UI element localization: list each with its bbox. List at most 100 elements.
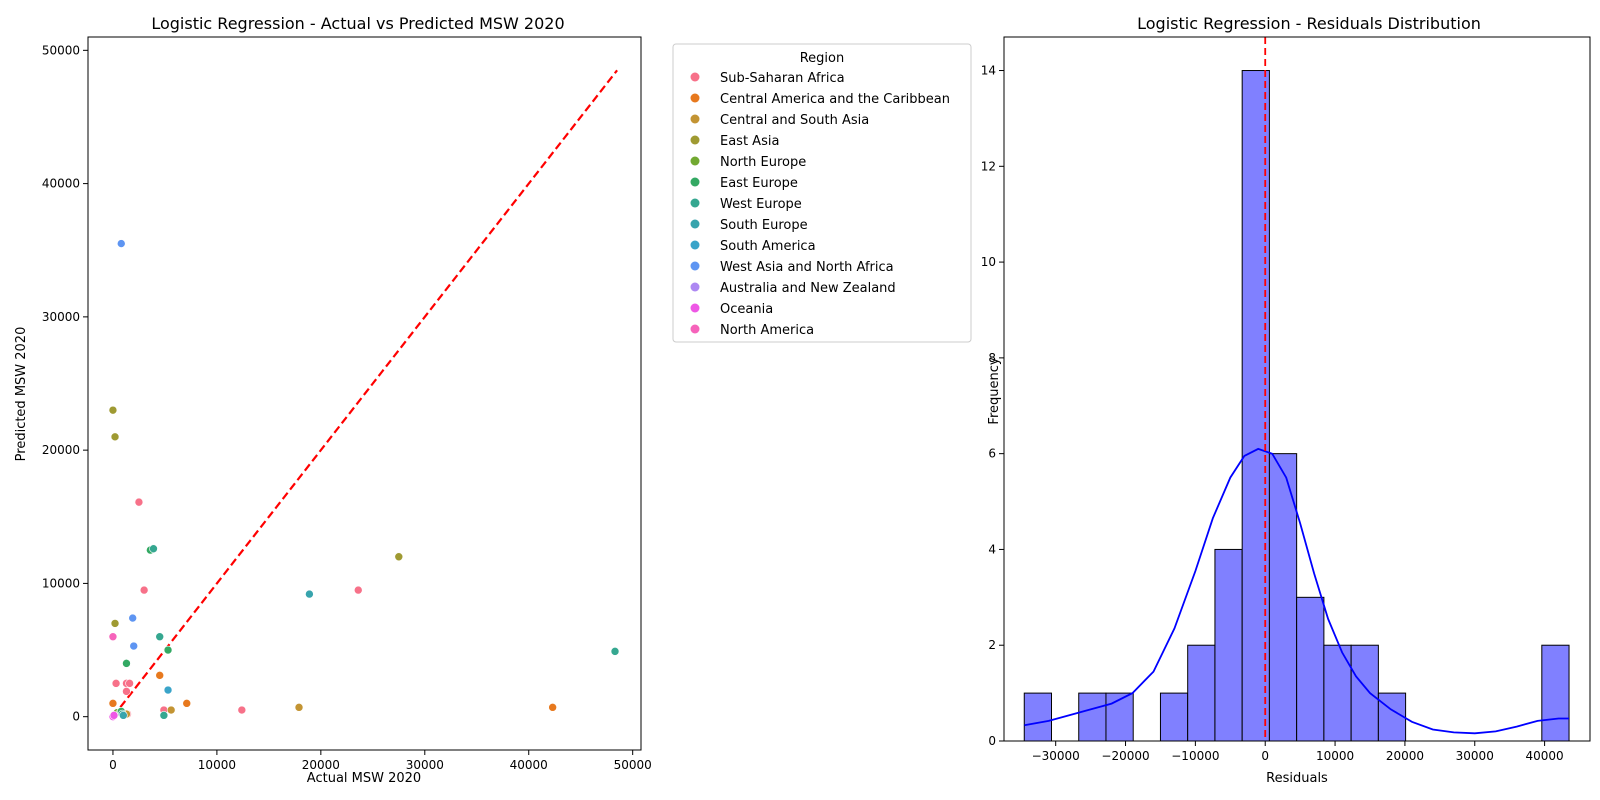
histogram-plot-area: −30000 −20000 −10000 0 10000 20000 30000 40000 0… [981,37,1570,763]
legend-marker [690,135,700,145]
legend-label: East Asia [720,134,779,149]
scatter-point [353,585,363,595]
scatter-plot-area: 0 10000 20000 30000 40000 50000 0 10000 20000 300… [42,43,652,772]
histogram-bar [1214,548,1243,742]
legend-label: East Europe [720,176,798,191]
legend-marker [690,114,700,124]
histogram-bar [1105,692,1134,742]
scatter-point [129,641,139,651]
scatter-point [182,699,192,708]
legend-marker [690,156,700,166]
scatter-point [139,585,149,595]
histogram-bar [1159,692,1189,742]
legend-marker [690,72,700,82]
scatter-point [111,679,121,688]
scatter-point [122,687,131,696]
scatter-ytick-label: 10000 [42,576,80,590]
histogram-xtick-label: −10000 [1171,749,1219,763]
legend-marker [690,93,700,103]
scatter-point [149,544,158,554]
legend-marker [690,261,700,271]
scatter-point [109,711,119,720]
scatter-point [610,647,620,656]
scatter-ytick-label: 0 [72,710,80,724]
scatter-point [394,552,404,562]
scatter-point [155,671,165,680]
legend: Region Sub-Saharan Africa Central America… [672,43,972,343]
scatter-panel: Logistic Regression - Actual vs Predicte… [14,14,652,786]
legend-marker [690,219,700,229]
histogram-ytick-label: 6 [988,447,996,461]
scatter-point [108,405,118,415]
scatter-point [108,699,118,708]
scatter-point [159,711,169,720]
legend-marker [690,303,700,313]
histogram-title: Logistic Regression - Residuals Distribu… [1137,14,1481,33]
scatter-point [166,705,176,715]
histogram-ytick-label: 2 [988,638,996,652]
scatter-xtick-label: 40000 [510,758,548,772]
scatter-point [108,632,118,642]
identity-reference-line [112,69,618,718]
scatter-point [163,685,173,695]
legend-label: Sub-Saharan Africa [720,71,845,86]
legend-marker [690,177,700,187]
scatter-point [294,703,304,712]
legend-items: Sub-Saharan Africa Central America and th… [690,71,950,338]
scatter-ytick-label: 50000 [42,43,80,57]
scatter-ylabel: Predicted MSW 2020 [14,327,29,462]
histogram-ylabel: Frequency [987,357,1002,424]
scatter-point [110,432,120,442]
legend-title: Region [800,51,845,66]
scatter-point [110,619,120,628]
scatter-point [163,645,173,655]
histogram-xtick-label: 0 [1261,749,1269,763]
histogram-xtick-label: −20000 [1101,749,1149,763]
scatter-ytick-label: 30000 [42,310,80,324]
histogram-panel: Logistic Regression - Residuals Distribu… [981,14,1591,786]
histogram-ytick-label: 0 [988,734,996,748]
scatter-title: Logistic Regression - Actual vs Predicte… [151,14,564,33]
histogram-xtick-label: 40000 [1526,749,1564,763]
legend-label: North America [720,323,814,338]
histogram-ytick-label: 14 [981,64,996,78]
scatter-xtick-label: 20000 [302,758,340,772]
histogram-ytick-label: 4 [988,542,996,556]
legend-label: North Europe [720,155,806,170]
histogram-ytick-label: 8 [988,351,996,365]
histogram-bar [1541,644,1570,742]
scatter-point [548,703,557,712]
legend-marker [690,240,700,250]
scatter-xtick-label: 30000 [406,758,444,772]
legend-marker [690,198,700,208]
histogram-ytick-label: 10 [981,255,996,269]
kde-curve [1024,447,1569,735]
scatter-xtick-label: 10000 [198,758,236,772]
scatter-point [125,679,134,688]
histogram-xtick-label: 10000 [1316,749,1354,763]
legend-label: South Europe [720,218,808,233]
legend-marker [690,282,700,292]
scatter-ytick-label: 20000 [42,443,80,457]
scatter-point [128,613,137,623]
legend-box [672,43,972,343]
scatter-xlabel: Actual MSW 2020 [307,771,421,786]
scatter-point [237,705,247,715]
histogram-xlabel: Residuals [1266,771,1328,786]
legend-marker [690,324,700,334]
legend-label: West Europe [720,197,802,212]
scatter-point [155,632,165,642]
legend-label: Central and South Asia [720,113,869,128]
legend-label: West Asia and North Africa [720,260,894,275]
legend-label: Central America and the Caribbean [720,92,950,107]
histogram-bar [1187,644,1216,742]
scatter-xtick-label: 0 [109,758,117,772]
histogram-bar [1023,692,1052,742]
scatter-frame [87,36,642,751]
legend-label: Australia and New Zealand [720,281,896,296]
histogram-xtick-label: 30000 [1456,749,1494,763]
scatter-point [305,589,314,599]
histogram-ytick-label: 12 [981,159,996,173]
legend-label: South America [720,239,816,254]
